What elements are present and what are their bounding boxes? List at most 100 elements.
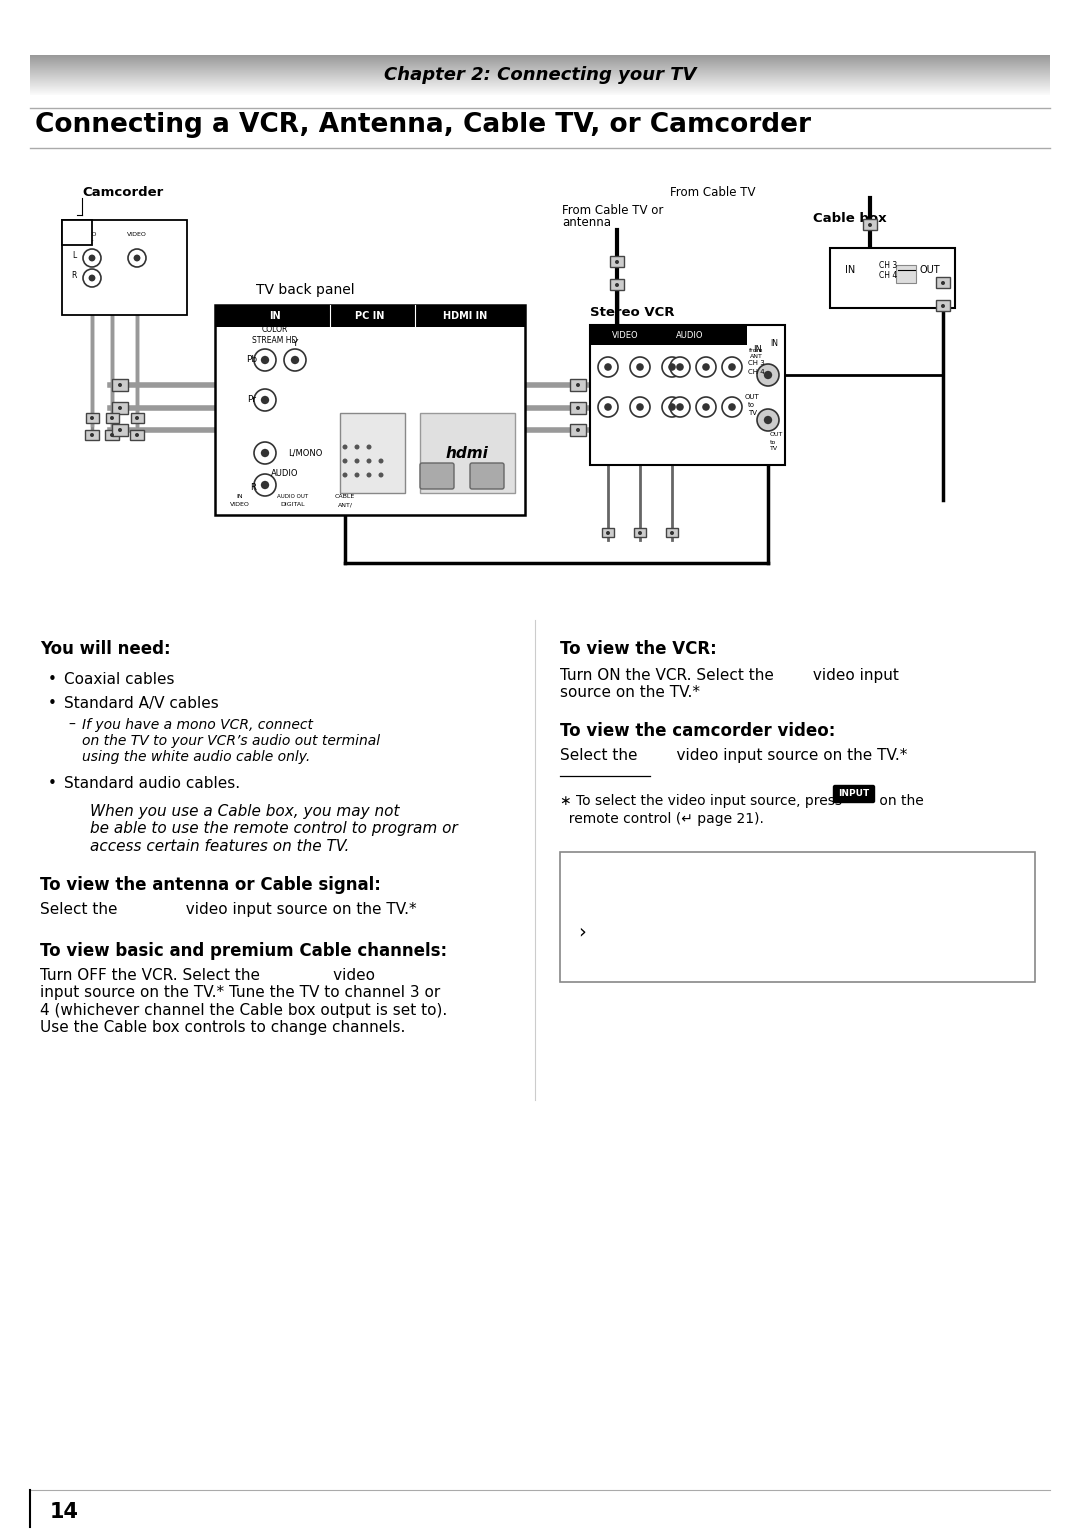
- Bar: [112, 378, 129, 391]
- Bar: [610, 279, 624, 290]
- Text: HDMI IN: HDMI IN: [443, 311, 487, 322]
- Bar: [590, 325, 747, 345]
- Bar: [896, 265, 916, 283]
- Circle shape: [630, 357, 650, 377]
- Circle shape: [941, 303, 945, 308]
- Bar: [112, 401, 129, 414]
- Circle shape: [90, 417, 94, 420]
- Bar: [570, 401, 586, 414]
- Circle shape: [118, 406, 122, 411]
- Circle shape: [764, 415, 772, 424]
- Circle shape: [342, 458, 348, 464]
- Bar: [570, 378, 586, 391]
- Text: CABLE: CABLE: [335, 495, 355, 499]
- Text: You will need:: You will need:: [40, 640, 171, 659]
- Text: VIDEO: VIDEO: [230, 502, 249, 507]
- Text: IN: IN: [753, 346, 761, 354]
- Circle shape: [366, 444, 372, 449]
- Text: TV: TV: [770, 446, 778, 452]
- Circle shape: [576, 383, 580, 388]
- Circle shape: [134, 254, 140, 262]
- Circle shape: [696, 357, 716, 377]
- Circle shape: [89, 254, 95, 262]
- Circle shape: [342, 444, 348, 449]
- Circle shape: [261, 449, 269, 457]
- Text: AUDIO: AUDIO: [676, 331, 704, 340]
- Text: •: •: [48, 777, 57, 791]
- Text: L/MONO: L/MONO: [287, 449, 322, 458]
- Text: To view the antenna or Cable signal:: To view the antenna or Cable signal:: [40, 876, 381, 895]
- Text: •: •: [48, 696, 57, 711]
- Text: ›: ›: [578, 922, 585, 942]
- Text: CH 3: CH 3: [879, 262, 897, 271]
- Bar: [215, 305, 525, 515]
- Text: IN: IN: [237, 495, 243, 499]
- Circle shape: [615, 283, 619, 286]
- Circle shape: [342, 472, 348, 478]
- Text: AUDIO: AUDIO: [77, 233, 97, 237]
- Bar: [215, 305, 525, 326]
- Text: Coaxial cables: Coaxial cables: [64, 673, 175, 686]
- Bar: [62, 221, 187, 316]
- Circle shape: [669, 403, 676, 411]
- Bar: [340, 414, 405, 493]
- Text: To view the VCR:: To view the VCR:: [561, 640, 717, 659]
- Circle shape: [110, 417, 114, 420]
- Circle shape: [670, 397, 690, 417]
- Bar: [570, 424, 586, 437]
- Text: TV: TV: [748, 411, 757, 417]
- Circle shape: [604, 363, 611, 371]
- Circle shape: [378, 458, 383, 464]
- Bar: [86, 414, 99, 423]
- Circle shape: [670, 357, 690, 377]
- Text: Standard audio cables.: Standard audio cables.: [64, 777, 240, 791]
- Bar: [106, 414, 119, 423]
- Text: L: L: [72, 251, 76, 259]
- Circle shape: [604, 403, 611, 411]
- Text: OUT: OUT: [920, 265, 941, 276]
- Text: COLOR
STREAM HD: COLOR STREAM HD: [253, 325, 298, 345]
- Text: Y: Y: [293, 339, 298, 348]
- Bar: [590, 325, 785, 466]
- Circle shape: [636, 403, 644, 411]
- FancyBboxPatch shape: [834, 786, 875, 803]
- Text: remote control (↵ page 21).: remote control (↵ page 21).: [561, 812, 764, 826]
- Text: Pr: Pr: [247, 395, 257, 404]
- Text: CH 4: CH 4: [879, 271, 897, 279]
- Circle shape: [89, 274, 95, 282]
- Text: Pb: Pb: [246, 355, 257, 365]
- Circle shape: [129, 250, 146, 267]
- Text: Cable box: Cable box: [813, 211, 887, 225]
- Circle shape: [662, 397, 681, 417]
- Text: From Cable TV or: From Cable TV or: [562, 204, 663, 216]
- Circle shape: [662, 357, 681, 377]
- Text: When you use a Cable box, you may not
be able to use the remote control to progr: When you use a Cable box, you may not be…: [90, 804, 458, 853]
- Text: Standard A/V cables: Standard A/V cables: [64, 696, 219, 711]
- Circle shape: [83, 250, 102, 267]
- Circle shape: [254, 443, 276, 464]
- Text: PC IN: PC IN: [355, 311, 384, 322]
- Circle shape: [676, 403, 684, 411]
- Text: Camcorder: Camcorder: [82, 185, 163, 199]
- Text: To view the camcorder video:: To view the camcorder video:: [561, 722, 835, 740]
- Circle shape: [90, 434, 94, 437]
- Text: TV back panel: TV back panel: [256, 283, 354, 297]
- Text: DIGITAL: DIGITAL: [281, 502, 306, 507]
- Circle shape: [261, 355, 269, 365]
- Text: CH 3: CH 3: [748, 360, 765, 366]
- Circle shape: [576, 406, 580, 411]
- Text: AUDIO OUT: AUDIO OUT: [278, 495, 309, 499]
- Circle shape: [757, 409, 779, 430]
- Circle shape: [606, 532, 610, 535]
- Text: Connecting a VCR, Antenna, Cable TV, or Camcorder: Connecting a VCR, Antenna, Cable TV, or …: [35, 112, 811, 138]
- Circle shape: [630, 397, 650, 417]
- Text: OUT: OUT: [80, 239, 94, 245]
- Text: to: to: [748, 401, 755, 408]
- Circle shape: [669, 363, 676, 371]
- Text: OUT: OUT: [770, 432, 783, 438]
- Circle shape: [261, 395, 269, 404]
- Circle shape: [598, 357, 618, 377]
- Bar: [561, 852, 1035, 982]
- Text: R: R: [71, 271, 77, 279]
- Text: Turn OFF the VCR. Select the               video
input source on the TV.* Tune t: Turn OFF the VCR. Select the video input…: [40, 968, 447, 1036]
